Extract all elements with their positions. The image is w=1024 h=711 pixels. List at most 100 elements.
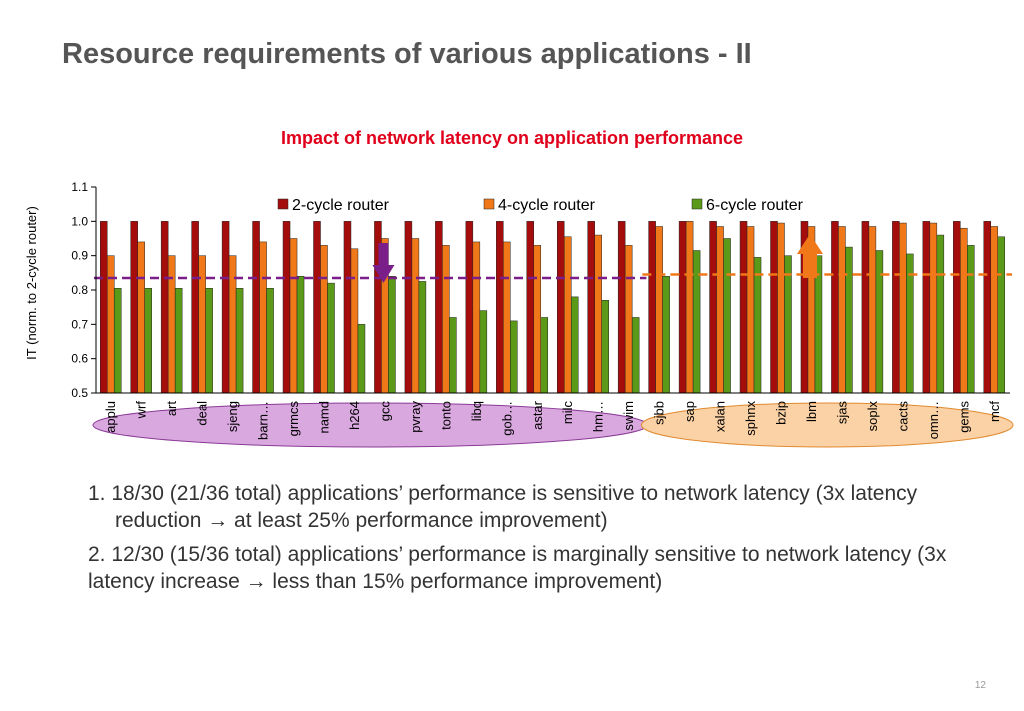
bar-chart: 0.5 0.6 0.7 0.8 0.9 1.0 1.1 2-cycle router 4-cy… bbox=[24, 180, 1014, 448]
legend-label: 4-cycle router bbox=[498, 197, 596, 214]
bullet-item: 2. 12/30 (15/36 total) applications’ per… bbox=[88, 543, 947, 593]
category-label: gcc bbox=[377, 401, 392, 422]
bar-2-cycle-router bbox=[953, 221, 961, 394]
bar-2-cycle-router bbox=[587, 221, 595, 394]
bar-4-cycle-router bbox=[899, 222, 907, 394]
bar-6-cycle-router bbox=[418, 281, 427, 394]
bar-4-cycle-router bbox=[259, 241, 267, 394]
category-label: deal bbox=[195, 401, 210, 426]
bar-6-cycle-router bbox=[723, 238, 731, 394]
bar-4-cycle-router bbox=[533, 245, 542, 394]
bar-6-cycle-router bbox=[479, 310, 488, 394]
arrow-up-icon bbox=[796, 234, 823, 278]
bar-4-cycle-router bbox=[624, 245, 633, 394]
arrow-down-icon bbox=[372, 243, 395, 283]
page-number: 12 bbox=[974, 680, 986, 691]
bar-6-cycle-router bbox=[845, 246, 853, 394]
category-label: sap bbox=[682, 401, 697, 422]
bar-2-cycle-router bbox=[191, 221, 199, 394]
slide-title: Resource requirements of various applica… bbox=[62, 38, 752, 70]
category-label: gob… bbox=[499, 401, 514, 436]
bar-2-cycle-router bbox=[404, 221, 413, 394]
bar-6-cycle-router bbox=[449, 317, 457, 394]
bar-4-cycle-router bbox=[746, 226, 755, 394]
category-label: soplx bbox=[865, 401, 880, 432]
category-label: grmcs bbox=[286, 401, 301, 437]
bar-6-cycle-router bbox=[601, 300, 609, 394]
category-label: sjeng bbox=[225, 401, 240, 432]
y-tick-label: 0.7 bbox=[71, 317, 88, 331]
bar-4-cycle-router bbox=[137, 241, 145, 394]
bar-4-cycle-router bbox=[503, 241, 511, 394]
bar-6-cycle-router bbox=[662, 276, 670, 394]
bar-4-cycle-router bbox=[929, 222, 938, 394]
bar-4-cycle-router bbox=[228, 255, 237, 394]
category-label: namd bbox=[317, 401, 332, 434]
bar-6-cycle-router bbox=[753, 257, 762, 394]
category-label: omn… bbox=[926, 401, 941, 439]
bar-6-cycle-router bbox=[235, 288, 244, 394]
bar-2-cycle-router bbox=[739, 221, 748, 394]
category-label: wrf bbox=[134, 401, 149, 420]
category-label: lbm bbox=[804, 401, 819, 422]
bar-6-cycle-router bbox=[205, 288, 213, 394]
bar-2-cycle-router bbox=[435, 221, 443, 394]
bullet-item: 1. 18/30 (21/36 total) applications’ per… bbox=[88, 482, 918, 532]
bar-2-cycle-router bbox=[282, 221, 291, 394]
category-label: barn… bbox=[256, 401, 271, 440]
bar-2-cycle-router bbox=[465, 221, 474, 394]
category-label: pvray bbox=[408, 401, 423, 433]
bullet-list: 1. 18/30 (21/36 total) applications’ per… bbox=[88, 480, 968, 595]
bar-6-cycle-router bbox=[540, 317, 549, 394]
category-label: sphnx bbox=[743, 401, 758, 436]
bar-4-cycle-router bbox=[350, 248, 359, 394]
category-label: h264 bbox=[347, 401, 362, 430]
category-label: applu bbox=[103, 401, 118, 433]
y-tick-label: 1.1 bbox=[71, 180, 88, 194]
bar-6-cycle-router bbox=[936, 234, 945, 394]
bar-6-cycle-router bbox=[357, 324, 366, 394]
bar-4-cycle-router bbox=[289, 238, 298, 394]
bar-4-cycle-router bbox=[868, 226, 877, 394]
bar-4-cycle-router bbox=[106, 255, 115, 394]
category-label: sjas bbox=[834, 401, 849, 425]
category-label: cacts bbox=[895, 401, 910, 432]
category-label: libq bbox=[469, 401, 484, 421]
bar-4-cycle-router bbox=[472, 241, 481, 394]
bar-4-cycle-router bbox=[838, 226, 846, 394]
bar-6-cycle-router bbox=[631, 317, 640, 394]
bar-2-cycle-router bbox=[617, 221, 626, 394]
bar-6-cycle-router bbox=[113, 288, 122, 394]
bar-6-cycle-router bbox=[174, 288, 183, 394]
bar-2-cycle-router bbox=[892, 221, 900, 394]
legend-label: 6-cycle router bbox=[706, 197, 804, 214]
legend-swatch bbox=[483, 198, 495, 210]
bar-6-cycle-router bbox=[388, 276, 396, 394]
y-axis-label: IT (norm. to 2-cycle router) bbox=[24, 206, 39, 360]
bar-4-cycle-router bbox=[960, 227, 968, 394]
bar-6-cycle-router bbox=[997, 236, 1006, 394]
bar-6-cycle-router bbox=[510, 320, 518, 394]
bar-6-cycle-router bbox=[296, 276, 305, 394]
y-tick-label: 0.9 bbox=[71, 249, 88, 263]
bar-4-cycle-router bbox=[685, 221, 694, 394]
category-label: tonto bbox=[438, 401, 453, 430]
y-tick-label: 0.5 bbox=[71, 386, 88, 400]
bar-2-cycle-router bbox=[861, 221, 870, 394]
bar-4-cycle-router bbox=[777, 222, 785, 394]
bar-4-cycle-router bbox=[411, 238, 420, 394]
category-label: xalan bbox=[713, 401, 728, 432]
bar-4-cycle-router bbox=[594, 234, 602, 394]
bar-4-cycle-router bbox=[990, 226, 999, 394]
bar-2-cycle-router bbox=[252, 221, 260, 394]
category-label: sjbb bbox=[652, 401, 667, 425]
bar-2-cycle-router bbox=[831, 221, 839, 394]
category-label: astar bbox=[530, 400, 545, 430]
category-label: hm… bbox=[591, 401, 606, 432]
category-label: milc bbox=[560, 401, 575, 425]
bar-4-cycle-router bbox=[716, 226, 724, 394]
y-tick-label: 0.6 bbox=[71, 352, 88, 366]
category-label: art bbox=[164, 401, 179, 417]
bar-6-cycle-router bbox=[144, 288, 152, 394]
bar-2-cycle-router bbox=[922, 221, 931, 394]
